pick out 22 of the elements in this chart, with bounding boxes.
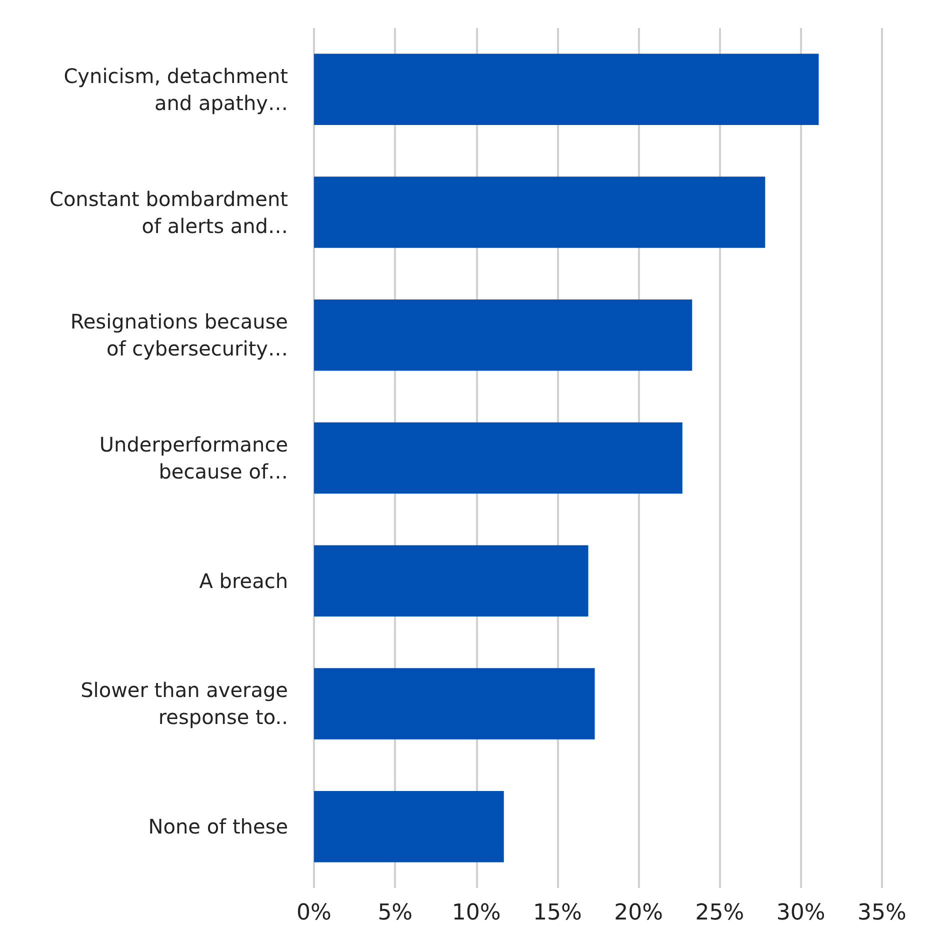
x-tick-label: 25% <box>695 900 744 926</box>
y-tick-label: Underperformance because of… <box>99 432 288 484</box>
bar <box>314 545 588 616</box>
y-tick-label: None of these <box>148 814 288 839</box>
y-tick-label: Cynicism, detachment and apathy… <box>64 64 288 115</box>
y-tick-label: Resignations because of cybersecurity… <box>70 310 288 361</box>
y-tick-label: Constant bombardment of alerts and… <box>49 186 288 238</box>
bar <box>314 668 595 740</box>
x-tick-label: 0% <box>296 900 332 926</box>
x-tick-label: 20% <box>614 900 664 926</box>
y-tick-label: Slower than average response to.. <box>80 678 288 730</box>
bar <box>314 422 682 494</box>
y-tick-label: A breach <box>199 568 288 593</box>
bar <box>314 54 819 126</box>
bar <box>314 790 504 862</box>
x-tick-label: 10% <box>452 900 501 926</box>
bar <box>314 300 692 371</box>
x-tick-label: 30% <box>776 900 826 926</box>
x-tick-label: 5% <box>378 900 413 926</box>
x-tick-label: 35% <box>858 900 906 926</box>
bar <box>314 176 766 248</box>
x-tick-label: 15% <box>532 900 582 926</box>
